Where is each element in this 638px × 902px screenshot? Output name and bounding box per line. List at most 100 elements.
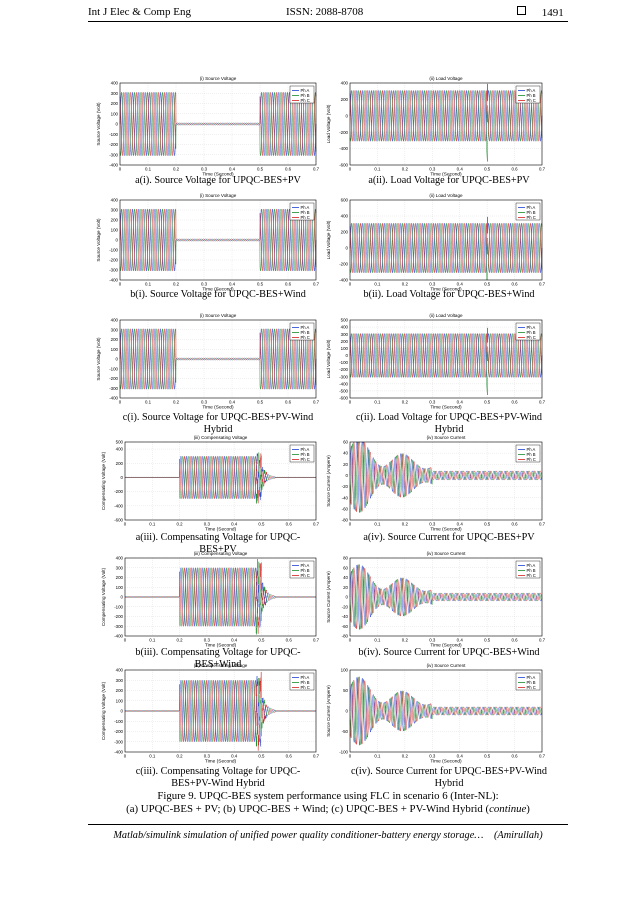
series-phB bbox=[349, 222, 543, 281]
legend-label: Ph C bbox=[301, 685, 310, 690]
y-tick-label: 600 bbox=[341, 198, 349, 203]
x-tick-label: 0.5 bbox=[484, 167, 491, 172]
axes-frame bbox=[119, 319, 317, 399]
series-phA bbox=[124, 559, 317, 628]
legend-label: Ph C bbox=[527, 573, 536, 578]
y-tick-label: 0 bbox=[116, 357, 119, 362]
x-tick-label: 0.5 bbox=[258, 754, 265, 759]
axes-frame bbox=[124, 441, 317, 521]
y-tick-label: 400 bbox=[341, 214, 349, 219]
y-tick-label: 0 bbox=[116, 122, 119, 127]
legend-label: Ph C bbox=[527, 215, 536, 220]
legend-label: Ph C bbox=[301, 573, 310, 578]
series-phA bbox=[119, 208, 317, 272]
y-tick-label: -100 bbox=[109, 248, 118, 253]
x-tick-label: 0.3 bbox=[204, 638, 211, 643]
series-phA bbox=[349, 216, 543, 274]
x-tick-label: 0 bbox=[349, 282, 352, 287]
x-tick-label: 0.6 bbox=[286, 638, 293, 643]
x-tick-label: 0 bbox=[349, 400, 352, 405]
x-tick-label: 0.1 bbox=[374, 282, 381, 287]
x-tick-label: 0 bbox=[119, 400, 122, 405]
y-tick-label: 400 bbox=[111, 81, 119, 86]
x-tick-label: 0.7 bbox=[313, 400, 320, 405]
legend-label: Ph C bbox=[301, 457, 310, 462]
footer-author: (Amirullah) bbox=[494, 830, 543, 841]
x-tick-label: 0 bbox=[124, 638, 127, 643]
y-tick-label: 400 bbox=[116, 668, 124, 673]
legend: Ph APh BPh C bbox=[515, 560, 541, 579]
plot-title: (iv) Source Current bbox=[427, 663, 467, 668]
x-tick-label: 0.2 bbox=[402, 522, 409, 527]
axes-frame bbox=[349, 557, 543, 637]
x-tick-label: 0.3 bbox=[429, 754, 436, 759]
y-tick-label: -400 bbox=[114, 634, 123, 639]
series-phC bbox=[349, 222, 543, 274]
y-tick-label: 0 bbox=[116, 238, 119, 243]
y-tick-label: -200 bbox=[109, 376, 118, 381]
x-tick-label: 0.3 bbox=[429, 167, 436, 172]
axes-frame bbox=[119, 82, 317, 166]
plot-c1: (i) Source Voltage 400 300 200 100 0 -100 -200 -… bbox=[96, 313, 320, 411]
y-tick-label: 100 bbox=[111, 228, 119, 233]
x-tick-label: 0.7 bbox=[539, 638, 546, 643]
axes-frame bbox=[349, 319, 543, 399]
x-tick-label: 0.6 bbox=[512, 638, 519, 643]
plot-title: (ii) Load Voltage bbox=[429, 313, 463, 318]
legend-label: Ph A bbox=[527, 675, 536, 680]
series-phB bbox=[119, 328, 317, 390]
y-tick-label: -300 bbox=[339, 374, 348, 379]
y-tick-label: -40 bbox=[342, 614, 349, 619]
x-tick-label: 0.3 bbox=[201, 167, 208, 172]
x-tick-label: 0.5 bbox=[258, 638, 265, 643]
x-tick-label: 0.3 bbox=[201, 282, 208, 287]
panel-caption-b4: b(iv). Source Current for UPQC-BES+Wind bbox=[358, 647, 540, 658]
x-tick-label: 0.1 bbox=[374, 167, 381, 172]
series-phB bbox=[119, 91, 317, 157]
plot-c2: (ii) Load Voltage 500 400 300 200 100 0 -100 -20… bbox=[326, 313, 546, 411]
x-tick-label: 0.7 bbox=[313, 282, 320, 287]
series-phA bbox=[119, 91, 317, 157]
y-tick-label: -400 bbox=[109, 396, 118, 401]
figure-caption-line1: Figure 9. UPQC-BES system performance us… bbox=[157, 790, 499, 802]
series-phB bbox=[124, 561, 317, 635]
panel-caption-c1: c(i). Source Voltage for UPQC-BES+PV-Win… bbox=[122, 412, 314, 435]
series-phA bbox=[349, 83, 543, 142]
journal-name: Int J Elec & Comp Eng bbox=[88, 6, 191, 18]
y-tick-label: -200 bbox=[339, 367, 348, 372]
y-tick-label: 400 bbox=[111, 198, 119, 203]
legend-label: Ph C bbox=[301, 335, 310, 340]
y-tick-label: 400 bbox=[341, 325, 349, 330]
y-tick-label: -100 bbox=[339, 360, 348, 365]
y-tick-label: -300 bbox=[109, 152, 118, 157]
axes-frame bbox=[349, 82, 543, 166]
x-tick-label: 0 bbox=[349, 754, 352, 759]
y-tick-label: 60 bbox=[343, 440, 348, 445]
y-tick-label: 300 bbox=[116, 678, 124, 683]
legend: Ph APh BPh C bbox=[289, 444, 315, 463]
y-tick-label: -300 bbox=[109, 268, 118, 273]
x-tick-label: 0.4 bbox=[457, 167, 464, 172]
y-tick-label: -80 bbox=[342, 518, 349, 523]
y-tick-label: -20 bbox=[342, 484, 349, 489]
y-tick-label: 0 bbox=[346, 246, 349, 251]
x-tick-label: 0.7 bbox=[539, 167, 546, 172]
y-axis-label: Load Voltage (Volt) bbox=[326, 220, 331, 259]
y-tick-label: 0 bbox=[346, 113, 349, 118]
series-phC bbox=[124, 671, 317, 751]
series-phA bbox=[124, 453, 317, 501]
legend-label: Ph B bbox=[527, 210, 536, 215]
y-tick-label: -50 bbox=[342, 729, 349, 734]
y-tick-label: 20 bbox=[343, 585, 348, 590]
x-tick-label: 0.1 bbox=[145, 167, 152, 172]
plot-title: (i) Source Voltage bbox=[200, 313, 237, 318]
legend-label: Ph B bbox=[527, 568, 536, 573]
x-tick-label: 0.3 bbox=[204, 522, 211, 527]
axes-frame bbox=[349, 669, 543, 753]
x-tick-label: 0.4 bbox=[229, 400, 236, 405]
panel-caption-c3: c(iii). Compensating Voltage for UPQC-BE… bbox=[135, 766, 301, 789]
x-tick-label: 0.6 bbox=[512, 754, 519, 759]
running-footer: Matlab/simulink simulation of unified po… bbox=[88, 830, 568, 841]
legend-label: Ph A bbox=[301, 447, 310, 452]
legend-label: Ph C bbox=[527, 685, 536, 690]
